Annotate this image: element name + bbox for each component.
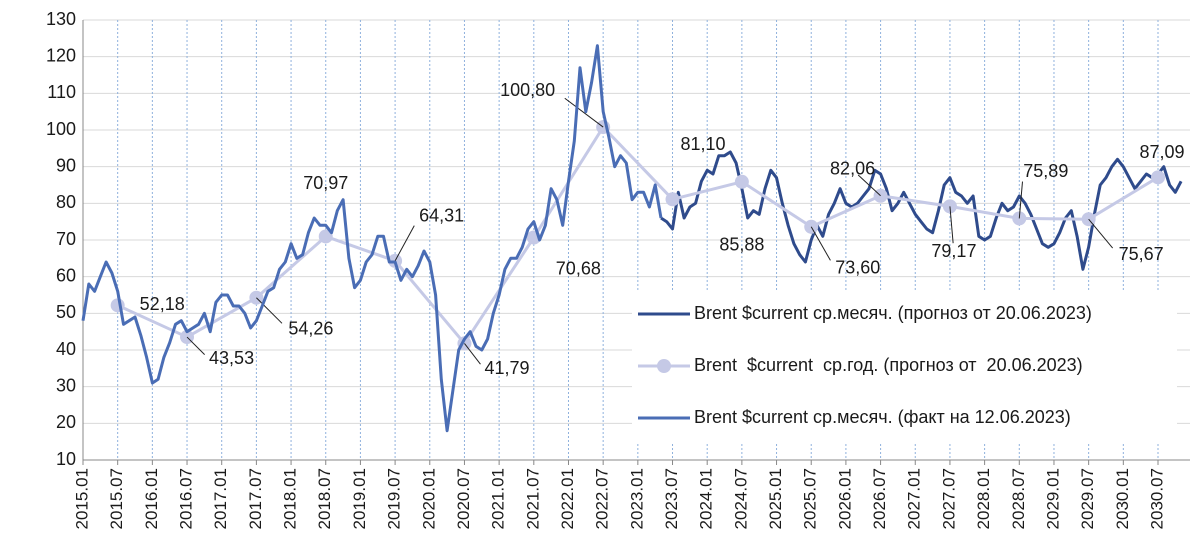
data-label: 87,09 [1139,142,1184,162]
x-tick-label: 2016.01 [142,468,161,529]
x-tick-label: 2020.01 [419,468,438,529]
label-leader [1088,218,1114,249]
x-tick-label: 2015.07 [107,468,126,529]
x-tick-label: 2030.01 [1113,468,1132,529]
x-tick-label: 2019.07 [385,468,404,529]
series-line [81,44,663,433]
x-tick-label: 2021.01 [489,468,508,529]
x-tick-label: 2024.07 [731,468,750,529]
y-tick-label: 110 [47,82,76,102]
x-tick-label: 2020.07 [454,468,473,529]
annual-point [734,174,749,189]
legend-label: Brent $current ср.месяч. (прогноз от 20.… [694,303,1092,323]
x-tick-label: 2027.07 [939,468,958,529]
x-tick-label: 2025.07 [801,468,820,529]
annual-segment [602,126,674,201]
x-tick-label: 2023.07 [662,468,681,529]
data-label: 70,68 [556,258,601,278]
label-leader [1018,181,1023,219]
y-tick-label: 90 [56,155,76,175]
annual-segment [741,180,813,229]
x-tick-label: 2026.01 [835,468,854,529]
x-tick-label: 2016.07 [177,468,196,529]
annual-segment [810,194,882,229]
annual-segment [1019,216,1089,221]
x-tick-label: 2022.07 [593,468,612,529]
x-tick-label: 2019.01 [350,468,369,529]
annual-segment [393,259,466,345]
annual-point [110,298,125,313]
x-tick-label: 2025.01 [766,468,785,529]
y-tick-label: 50 [56,302,76,322]
data-label: 82,06 [830,159,875,179]
label-leader [564,97,604,128]
x-tick-label: 2018.07 [315,468,334,529]
x-tick-label: 2015.01 [72,468,91,529]
annual-segment [880,194,951,208]
label-leader [949,206,954,244]
annual-segment [255,235,327,299]
y-tick-label: 70 [56,229,76,249]
x-tick-label: 2029.01 [1043,468,1062,529]
annual-point [1151,170,1165,185]
y-tick-label: 30 [56,375,76,395]
annual-segment [1087,176,1159,221]
x-tick-label: 2023.01 [627,468,646,529]
y-tick-label: 80 [56,192,76,212]
x-tick-label: 2029.07 [1078,468,1097,529]
data-label: 73,60 [835,258,880,278]
annual-point [318,229,333,244]
y-tick-label: 60 [56,265,76,285]
y-tick-label: 20 [56,412,76,432]
y-tick-label: 130 [46,9,76,29]
data-label: 54,26 [288,318,333,338]
legend-label: Brent $current ср.год. (прогноз от 20.06… [694,355,1083,375]
legend-marker [657,359,671,373]
y-tick-label: 40 [56,339,76,359]
annual-segment [117,303,188,339]
data-label: 81,10 [681,134,726,154]
x-tick-label: 2018.01 [281,468,300,529]
data-label: 79,17 [931,241,976,261]
annual-point [665,192,680,207]
data-label: 64,31 [419,206,464,226]
x-tick-label: 2027.01 [905,468,924,529]
x-tick-label: 2028.07 [1009,468,1028,529]
label-leader [186,336,205,356]
x-tick-label: 2024.01 [697,468,716,529]
x-tick-label: 2017.07 [246,468,265,529]
data-label: 43,53 [209,348,254,368]
x-tick-label: 2021.07 [523,468,542,529]
label-leader [256,297,283,324]
annual-segment [325,235,396,263]
annual-segment [949,204,1020,220]
data-label: 75,89 [1023,161,1068,181]
y-tick-label: 100 [46,119,76,139]
label-leader [857,174,881,197]
data-label: 41,79 [484,358,529,378]
data-label: 52,18 [140,294,185,314]
y-tick-label: 120 [46,45,76,65]
x-tick-label: 2017.01 [211,468,230,529]
legend-box [632,292,1177,442]
data-label: 100,80 [500,80,555,100]
x-tick-label: 2026.07 [870,468,889,529]
label-leader [464,343,481,365]
annual-point [1012,211,1027,226]
legend-label: Brent $current ср.месяч. (факт на 12.06.… [694,407,1071,427]
annual-segment [672,180,743,201]
x-tick-label: 2022.01 [558,468,577,529]
x-tick-label: 2028.01 [974,468,993,529]
data-label: 70,97 [303,173,348,193]
x-tick-label: 2030.07 [1147,468,1166,529]
annual-segment [186,296,258,339]
label-leader [810,226,831,261]
label-leader [394,225,415,262]
y-tick-label: 10 [56,449,76,469]
data-label: 75,67 [1119,244,1164,264]
data-label: 85,88 [719,235,764,255]
